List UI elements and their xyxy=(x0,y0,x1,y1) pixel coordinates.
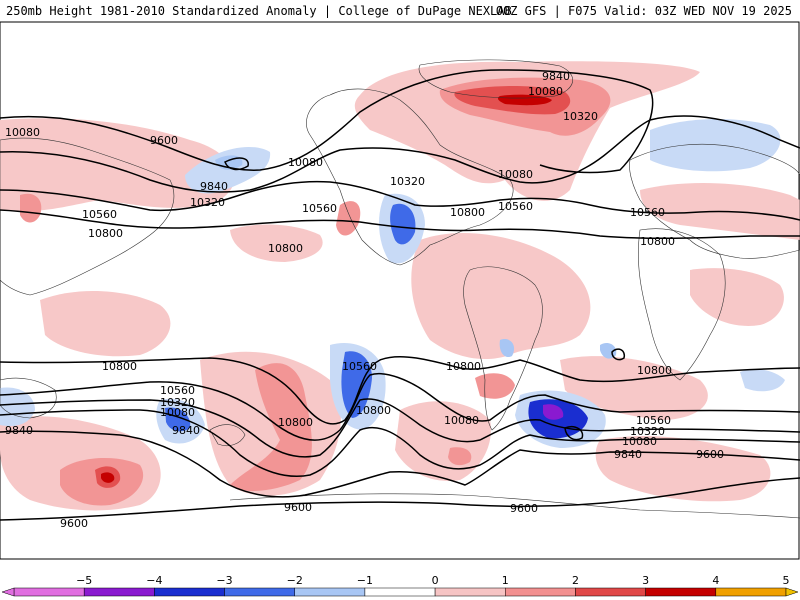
contour-label: 9840 xyxy=(542,70,570,83)
contour-label: 10080 xyxy=(288,156,323,169)
contour-label: 10080 xyxy=(528,85,563,98)
contour-label: 9840 xyxy=(614,448,642,461)
colorbar-segment xyxy=(434,587,506,597)
contour-label: 10080 xyxy=(622,435,657,448)
map-title: 250mb Height 1981-2010 Standardized Anom… xyxy=(6,4,512,18)
contour-label: 9600 xyxy=(150,134,178,147)
contour-label: 10800 xyxy=(268,242,303,255)
contour-label: 10080 xyxy=(5,126,40,139)
colorbar-tick-label: 0 xyxy=(432,574,439,587)
colorbar-tick-label: 1 xyxy=(502,574,509,587)
contour-label: 9840 xyxy=(172,424,200,437)
colorbar-tick-label: −3 xyxy=(216,574,232,587)
colorbar-tick-label: −2 xyxy=(287,574,303,587)
contour-label: 9840 xyxy=(200,180,228,193)
colorbar-tick-label: −4 xyxy=(146,574,162,587)
colorbar-tick-label: 2 xyxy=(572,574,579,587)
colorbar-min-arrow xyxy=(1,587,15,597)
height-contours xyxy=(0,69,800,521)
contour-label: 10800 xyxy=(278,416,313,429)
colorbar-segment xyxy=(575,587,646,597)
contour-label: 10080 xyxy=(498,168,533,181)
contour-label: 10320 xyxy=(160,396,195,409)
contour-label: 9600 xyxy=(60,517,88,530)
contour-label: 10080 xyxy=(160,406,195,419)
colorbar-max-arrow xyxy=(785,587,799,597)
contour-label: 10560 xyxy=(342,360,377,373)
contour-label: 10800 xyxy=(102,360,137,373)
colorbar-segment xyxy=(13,587,85,597)
contour-label: 10800 xyxy=(356,404,391,417)
contour-label: 10800 xyxy=(640,235,675,248)
contour-label: 10800 xyxy=(88,227,123,240)
contour-label: 9600 xyxy=(696,448,724,461)
colorbar-tick-label: 3 xyxy=(642,574,649,587)
negative-anomaly-shading xyxy=(0,118,785,448)
contour-label: 10320 xyxy=(390,175,425,188)
colorbar-tick-label: 5 xyxy=(783,574,790,587)
contour-label: 9600 xyxy=(284,501,312,514)
contour-label: 10320 xyxy=(190,196,225,209)
contour-label: 10560 xyxy=(160,384,195,397)
contour-label: 10560 xyxy=(630,206,665,219)
model-run-info: 00Z GFS | F075 Valid: 03Z WED NOV 19 202… xyxy=(495,4,792,18)
contour-label: 10800 xyxy=(446,360,481,373)
contour-label: 9600 xyxy=(510,502,538,515)
contour-label: 10800 xyxy=(637,364,672,377)
coastlines xyxy=(0,59,800,519)
contour-labels: 9840 10080 10320 10080 9600 10080 9840 1… xyxy=(5,70,724,530)
contour-label: 10320 xyxy=(630,425,665,438)
contour-label: 9840 xyxy=(5,424,33,437)
colorbar-tick-label: 4 xyxy=(712,574,719,587)
contour-label: 10320 xyxy=(563,110,598,123)
contour-label: 10080 xyxy=(444,414,479,427)
colorbar-segment xyxy=(154,587,225,597)
colorbar: −5 −4 −3 −2 −1 0 1 2 3 4 5 xyxy=(1,574,799,597)
colorbar-segment xyxy=(364,587,436,597)
colorbar-segment xyxy=(645,587,717,597)
colorbar-tick-label: −1 xyxy=(357,574,373,587)
contour-label: 10560 xyxy=(498,200,533,213)
colorbar-segment xyxy=(505,587,576,597)
contour-label: 10560 xyxy=(82,208,117,221)
colorbar-segment xyxy=(224,587,295,597)
contour-label: 10560 xyxy=(636,414,671,427)
contour-label: 10800 xyxy=(450,206,485,219)
colorbar-segment xyxy=(294,587,366,597)
colorbar-tick-label: −5 xyxy=(76,574,92,587)
colorbar-segment xyxy=(715,587,787,597)
contour-label: 10560 xyxy=(302,202,337,215)
colorbar-segment xyxy=(83,587,155,597)
